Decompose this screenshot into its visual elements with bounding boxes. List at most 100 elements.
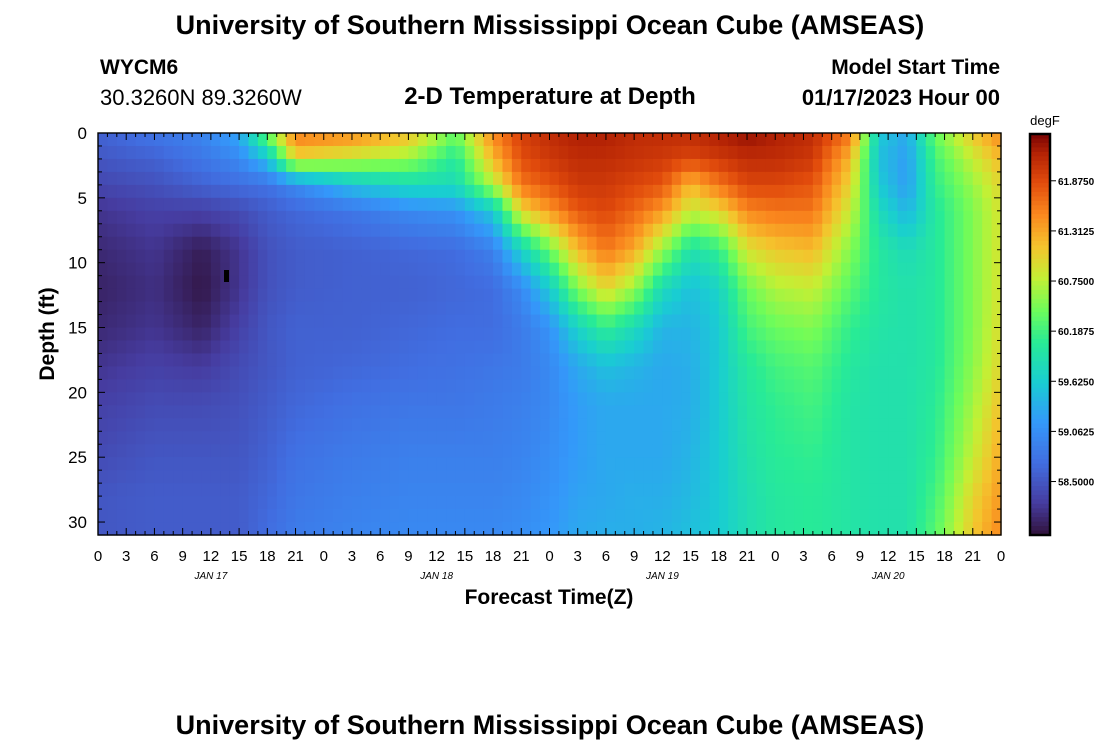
heatmap-cell: [304, 418, 315, 432]
heatmap-cell: [239, 431, 250, 445]
heatmap-cell: [596, 301, 607, 316]
heatmap-cell: [182, 509, 193, 523]
heatmap-cell: [257, 158, 268, 173]
heatmap-cell: [906, 509, 917, 523]
heatmap-cell: [474, 509, 485, 523]
heatmap-cell: [568, 470, 579, 484]
heatmap-cell: [549, 509, 560, 523]
heatmap-cell: [126, 392, 137, 406]
heatmap-cell: [314, 457, 325, 471]
heatmap-cell: [304, 236, 315, 251]
heatmap-cell: [107, 301, 118, 316]
heatmap-cell: [239, 145, 250, 160]
heatmap-cell: [841, 314, 852, 329]
heatmap-cell: [474, 249, 485, 264]
heatmap-cell: [446, 197, 457, 212]
heatmap-cell: [380, 522, 391, 536]
colorbar-swatch: [1030, 396, 1050, 402]
heatmap-cell: [436, 158, 447, 173]
heatmap-cell: [643, 288, 654, 303]
heatmap-cell: [286, 249, 297, 264]
heatmap-cell: [248, 457, 259, 471]
heatmap-cell: [596, 145, 607, 160]
heatmap-cell: [464, 457, 475, 471]
heatmap-cell: [314, 327, 325, 342]
heatmap-cell: [963, 158, 974, 173]
heatmap-cell: [775, 288, 786, 303]
heatmap-cell: [201, 197, 212, 212]
heatmap-cell: [286, 340, 297, 355]
heatmap-cell: [577, 457, 588, 471]
heatmap-cell: [521, 522, 532, 536]
heatmap-cell: [286, 496, 297, 510]
heatmap-cell: [916, 379, 927, 393]
heatmap-cell: [229, 133, 240, 147]
heatmap-cell: [587, 197, 598, 212]
heatmap-cell: [690, 496, 701, 510]
heatmap-cell: [427, 444, 438, 458]
heatmap-cell: [380, 418, 391, 432]
heatmap-cell: [380, 223, 391, 238]
heatmap-cell: [257, 392, 268, 406]
heatmap-cell: [107, 327, 118, 342]
heatmap-cell: [709, 457, 720, 471]
heatmap-cell: [182, 379, 193, 393]
heatmap-cell: [775, 366, 786, 380]
heatmap-cell: [455, 366, 466, 380]
heatmap-cell: [709, 184, 720, 199]
heatmap-cell: [493, 275, 504, 290]
colorbar-swatch: [1030, 485, 1050, 492]
heatmap-cell: [314, 262, 325, 277]
heatmap-cell: [587, 236, 598, 251]
heatmap-cell: [596, 379, 607, 393]
heatmap-cell: [869, 340, 880, 355]
heatmap-cell: [248, 366, 259, 380]
heatmap-cell: [521, 457, 532, 471]
heatmap-cell: [370, 470, 381, 484]
heatmap-cell: [916, 223, 927, 238]
heatmap-cell: [342, 223, 353, 238]
heatmap-cell: [135, 184, 146, 199]
heatmap-cell: [803, 405, 814, 419]
heatmap-cell: [944, 366, 955, 380]
heatmap-cell: [446, 483, 457, 497]
heatmap-cell: [549, 145, 560, 160]
heatmap-cell: [192, 158, 203, 173]
heatmap-cell: [897, 184, 908, 199]
heatmap-cell: [474, 444, 485, 458]
heatmap-cell: [671, 275, 682, 290]
heatmap-cell: [248, 197, 259, 212]
heatmap-cell: [652, 171, 663, 186]
heatmap-cell: [605, 275, 616, 290]
heatmap-cell: [972, 353, 983, 368]
heatmap-cell: [747, 366, 758, 380]
heatmap-cell: [916, 236, 927, 251]
heatmap-cell: [944, 314, 955, 329]
heatmap-cell: [417, 210, 428, 225]
heatmap-cell: [709, 236, 720, 251]
heatmap-cell: [888, 301, 899, 316]
heatmap-cell: [511, 353, 522, 368]
heatmap-cell: [916, 405, 927, 419]
heatmap-cell: [906, 197, 917, 212]
heatmap-cell: [192, 522, 203, 536]
heatmap-cell: [587, 145, 598, 160]
heatmap-cell: [605, 210, 616, 225]
heatmap-cell: [342, 522, 353, 536]
heatmap-cell: [558, 353, 569, 368]
heatmap-cell: [784, 184, 795, 199]
heatmap-cell: [737, 288, 748, 303]
heatmap-cell: [276, 275, 287, 290]
heatmap-cell: [436, 366, 447, 380]
heatmap-cell: [173, 171, 184, 186]
heatmap-cell: [370, 392, 381, 406]
heatmap-cell: [370, 431, 381, 445]
colorbar-swatch: [1030, 263, 1050, 269]
heatmap-cell: [944, 275, 955, 290]
heatmap-cell: [154, 236, 165, 251]
heatmap-cell: [511, 444, 522, 458]
heatmap-cell: [794, 444, 805, 458]
heatmap-cell: [700, 262, 711, 277]
heatmap-cell: [963, 340, 974, 355]
heatmap-cell: [361, 262, 372, 277]
